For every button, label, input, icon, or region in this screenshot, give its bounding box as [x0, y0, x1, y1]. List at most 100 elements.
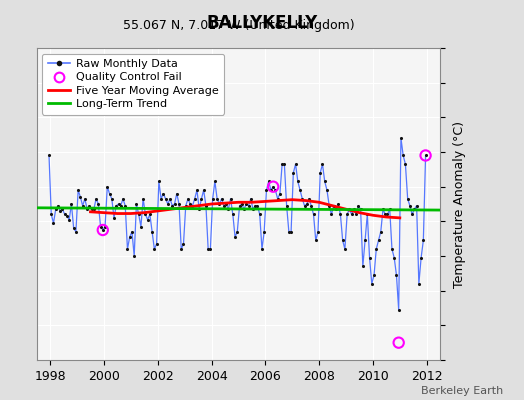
- Point: [135, 211, 143, 218]
- Point: [242, 201, 250, 207]
- Point: [267, 187, 275, 193]
- Point: [139, 196, 147, 202]
- Point: [347, 211, 356, 218]
- Point: [177, 246, 185, 252]
- Point: [191, 196, 199, 202]
- Point: [155, 178, 163, 185]
- Point: [213, 196, 221, 202]
- Point: [395, 306, 403, 313]
- Point: [206, 246, 215, 252]
- Point: [336, 211, 345, 218]
- Point: [285, 228, 293, 235]
- Point: [321, 178, 329, 185]
- Point: [298, 196, 307, 202]
- Point: [126, 234, 134, 240]
- Title: 55.067 N, 7.017 W (United Kingdom): 55.067 N, 7.017 W (United Kingdom): [123, 18, 354, 32]
- Point: [157, 196, 165, 202]
- Point: [403, 196, 412, 202]
- Point: [260, 228, 268, 235]
- Point: [374, 237, 383, 244]
- Point: [101, 223, 109, 230]
- Point: [343, 211, 351, 218]
- Point: [88, 206, 96, 212]
- Point: [305, 196, 313, 202]
- Point: [92, 196, 100, 202]
- Point: [204, 246, 212, 252]
- Point: [253, 202, 261, 209]
- Point: [163, 201, 172, 207]
- Point: [258, 246, 266, 252]
- Point: [235, 202, 244, 209]
- Point: [215, 201, 224, 207]
- Point: [202, 202, 210, 209]
- Point: [107, 196, 116, 202]
- Point: [309, 211, 318, 218]
- Point: [274, 196, 282, 202]
- Point: [291, 161, 300, 167]
- Point: [302, 201, 311, 207]
- Point: [262, 187, 270, 193]
- Point: [186, 201, 194, 207]
- Point: [72, 228, 80, 235]
- Point: [372, 246, 380, 252]
- Point: [172, 190, 181, 197]
- Point: [244, 202, 253, 209]
- Point: [128, 228, 136, 235]
- Point: [352, 211, 361, 218]
- Point: [76, 194, 84, 200]
- Point: [377, 228, 385, 235]
- Point: [45, 152, 53, 159]
- Point: [74, 187, 82, 193]
- Point: [141, 211, 149, 218]
- Point: [47, 211, 56, 218]
- Point: [130, 253, 138, 259]
- Point: [314, 228, 322, 235]
- Point: [278, 161, 286, 167]
- Point: [188, 202, 196, 209]
- Point: [354, 202, 363, 209]
- Point: [395, 340, 403, 346]
- Point: [179, 241, 188, 247]
- Point: [406, 202, 414, 209]
- Point: [237, 201, 246, 207]
- Point: [265, 178, 273, 185]
- Point: [390, 254, 398, 261]
- Point: [103, 184, 112, 190]
- Point: [379, 206, 387, 212]
- Point: [421, 152, 430, 159]
- Point: [222, 201, 230, 207]
- Point: [58, 206, 67, 212]
- Point: [361, 237, 369, 244]
- Point: [181, 202, 190, 209]
- Legend: Raw Monthly Data, Quality Control Fail, Five Year Moving Average, Long-Term Tren: Raw Monthly Data, Quality Control Fail, …: [42, 54, 224, 115]
- Point: [383, 211, 391, 218]
- Point: [231, 234, 239, 240]
- Point: [220, 202, 228, 209]
- Point: [399, 152, 407, 159]
- Point: [161, 196, 170, 202]
- Point: [386, 206, 394, 212]
- Point: [168, 202, 177, 209]
- Point: [110, 215, 118, 221]
- Point: [99, 227, 107, 233]
- Point: [197, 196, 205, 202]
- Point: [226, 196, 235, 202]
- Point: [144, 216, 152, 223]
- Point: [417, 254, 425, 261]
- Point: [65, 216, 73, 223]
- Point: [121, 202, 129, 209]
- Point: [332, 206, 340, 212]
- Point: [79, 202, 87, 209]
- Point: [211, 178, 219, 185]
- Point: [148, 228, 156, 235]
- Point: [350, 206, 358, 212]
- Point: [397, 135, 405, 141]
- Point: [184, 196, 192, 202]
- Point: [123, 246, 132, 252]
- Point: [358, 263, 367, 270]
- Point: [51, 206, 60, 212]
- Point: [414, 280, 423, 287]
- Point: [233, 228, 242, 235]
- Point: [54, 202, 62, 209]
- Point: [70, 225, 78, 232]
